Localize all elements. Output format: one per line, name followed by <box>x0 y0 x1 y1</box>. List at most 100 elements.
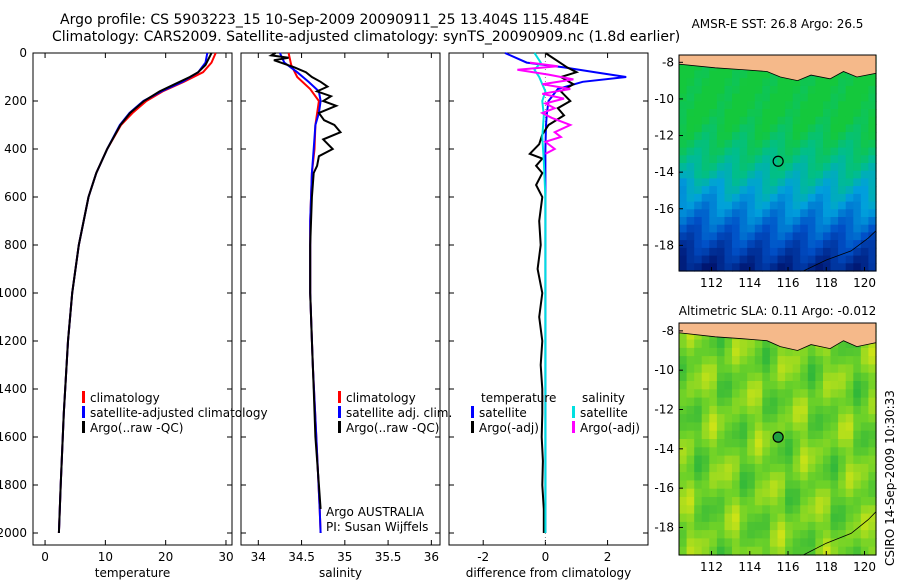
sla-map-cell <box>716 356 726 365</box>
sst-map-cell <box>732 209 741 218</box>
sst-map-cell <box>860 109 869 118</box>
sst-map-cell <box>807 232 816 241</box>
sla-map-cell <box>679 414 688 423</box>
sla-map-cell <box>785 347 794 357</box>
sst-map-cell <box>724 70 733 79</box>
sla-map-cell <box>800 463 809 473</box>
temperature-x-tick-label: 10 <box>98 550 113 564</box>
sla-map-cell <box>769 405 779 415</box>
sst-map-cell <box>777 93 786 102</box>
sla-map-cell <box>860 480 869 490</box>
sla-map-cell <box>694 447 703 457</box>
sla-map-cell <box>747 430 756 440</box>
sst-map-cell <box>747 255 756 264</box>
sst-map-cell <box>747 232 756 241</box>
sla-map-cell <box>785 422 794 432</box>
sla-map-cell <box>807 497 816 506</box>
sla-map-cell <box>694 439 703 448</box>
sla-map-cell <box>701 372 710 382</box>
sla-map-cell <box>716 463 726 473</box>
difference-panel: -2 0 2 difference from climatology <box>448 52 649 580</box>
sst-map-cell <box>732 93 741 102</box>
sst-map-cell <box>823 78 832 87</box>
sla-map-cell <box>792 439 801 448</box>
sla-map-cell <box>823 472 832 481</box>
sst-map-cell <box>777 193 786 203</box>
sla-map-cell <box>792 430 801 440</box>
sla-map-cell <box>838 546 847 556</box>
sla-map-cell <box>762 521 771 531</box>
sla-map-cell <box>792 513 801 523</box>
sla-map-cell <box>838 497 847 506</box>
sst-map-cell <box>701 85 710 95</box>
sst-map-cell <box>845 85 854 95</box>
sla-map-cell <box>686 472 695 481</box>
sla-map-cell <box>716 505 726 515</box>
temperature-x-tick-label: 20 <box>158 550 173 564</box>
sst-map-cell <box>686 217 695 226</box>
sla-map-cell <box>754 530 763 539</box>
sst-map-cell <box>845 124 854 133</box>
sla-map-cell <box>769 480 779 490</box>
sst-map-cell <box>701 232 710 241</box>
sla-map-cell <box>732 381 741 390</box>
sla-map-cell <box>762 463 771 473</box>
sla-map-cell <box>694 455 703 465</box>
sla-map-cell <box>754 447 763 457</box>
difference-legend-sal-satellite-swatch <box>572 406 575 418</box>
difference-series-temperature-satellite <box>504 52 627 533</box>
sla-map-cell <box>845 347 854 357</box>
sst-map-cell <box>701 124 710 133</box>
sst-map-cell <box>830 78 839 87</box>
sla-map-cell <box>815 422 824 432</box>
sla-map-cell <box>853 430 862 440</box>
sst-map-cell <box>716 93 726 102</box>
sst-map-cell <box>845 139 854 149</box>
sla-map-cell <box>785 538 794 548</box>
sla-map-cell <box>724 347 733 357</box>
sst-map-cell <box>845 70 854 79</box>
sst-map-cell <box>807 85 816 95</box>
sla-map-cell <box>694 347 703 357</box>
sst-map-cell <box>747 93 756 102</box>
sla-map-cell <box>769 356 779 365</box>
sla-map-cell <box>823 422 832 432</box>
sst-map-cell <box>769 178 779 187</box>
sst-map-cell <box>830 224 839 233</box>
sla-map-cell <box>845 538 854 548</box>
sst-map-cell <box>853 247 862 257</box>
sla-map-cell <box>868 546 877 556</box>
sla-map-cell <box>724 439 733 448</box>
sla-map-cell <box>716 513 726 523</box>
sst-map-cell <box>724 263 733 272</box>
sla-map-cell <box>777 538 786 548</box>
sla-map-cell <box>860 538 869 548</box>
sla-map-cell <box>686 538 695 548</box>
sst-map-cell <box>830 155 839 164</box>
sla-map-cell <box>679 530 688 539</box>
sst-map-cell <box>762 217 771 226</box>
sst-map-cell <box>679 101 688 110</box>
sla-map-cell <box>815 463 824 473</box>
sla-map-cell <box>709 480 718 490</box>
sla-map-cell <box>807 472 816 481</box>
sla-map-cell <box>716 447 726 457</box>
sst-map-cell <box>785 132 794 141</box>
difference-legend-temp-argo: Argo(-adj) <box>479 421 539 435</box>
sla-map-cell <box>769 347 779 357</box>
sla-map-x-tick-label: 120 <box>853 560 876 574</box>
sla-map-cell <box>709 372 718 382</box>
sla-map-cell <box>823 430 832 440</box>
sst-map-cell <box>800 132 809 141</box>
sst-map-cell <box>747 170 756 179</box>
sst-map-cell <box>815 85 824 95</box>
sla-map-cell <box>716 455 726 465</box>
salinity-legend-climatology-swatch <box>338 391 341 403</box>
sst-map-cell <box>815 132 824 141</box>
sla-map-cell <box>792 455 801 465</box>
salinity-series-satellite-adj-clim- <box>278 52 322 534</box>
sla-map-cell <box>792 505 801 515</box>
sla-map-cell <box>792 389 801 399</box>
sst-map-cell <box>739 70 748 79</box>
sst-map-cell <box>853 93 862 102</box>
